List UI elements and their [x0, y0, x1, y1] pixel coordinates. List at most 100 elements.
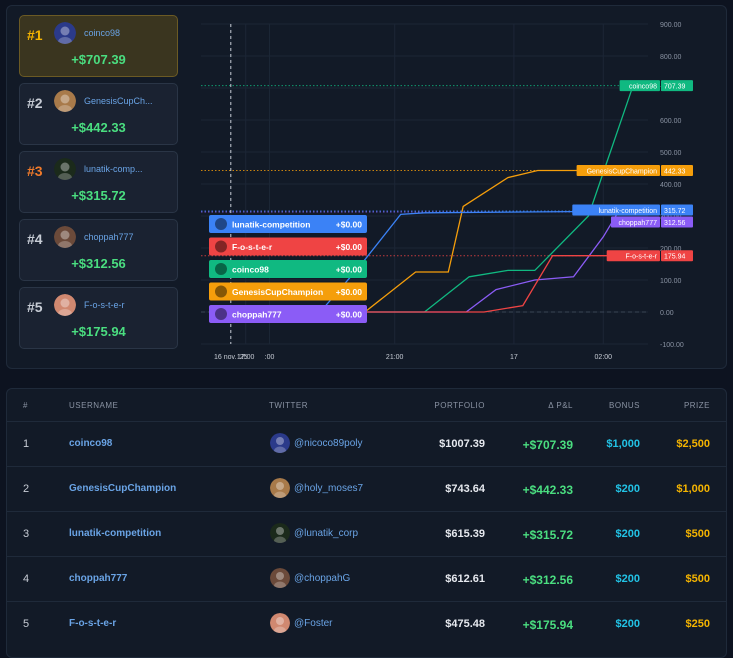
card-rank: #5	[27, 299, 43, 315]
row-username[interactable]: coinco98	[69, 438, 113, 449]
header-username: USERNAME	[69, 401, 119, 410]
header-bonus: BONUS	[609, 401, 640, 410]
series-end-label-value-bg	[661, 204, 693, 216]
row-username[interactable]: choppah777	[69, 573, 128, 584]
x-tick-label: 21:00	[386, 354, 404, 361]
tooltip-entry: lunatik-competition +$0.00	[209, 215, 367, 233]
twitter-avatar	[270, 613, 290, 633]
y-tick-label: 500.00	[660, 150, 682, 157]
card-pnl: +$315.72	[71, 188, 126, 203]
tooltip-entry-bg	[209, 305, 367, 323]
tooltip-entry: choppah777 +$0.00	[209, 305, 367, 323]
card-pnl: +$442.33	[71, 120, 126, 135]
row-twitter-handle[interactable]: @holy_moses7	[294, 483, 364, 494]
table-row[interactable]: 1 coinco98 @nicoco89poly $1007.39 +$707.39 $1…	[7, 421, 726, 466]
y-tick-label: 800.00	[660, 54, 682, 61]
series-end-label: GenesisCupChampion 442.33	[576, 164, 693, 176]
tooltip-name: choppah777	[232, 310, 282, 320]
pnl-chart[interactable]: 900.00800.00700.00600.00500.00400.00300.…	[193, 14, 723, 366]
row-rank: 2	[23, 483, 30, 495]
card-rank: #2	[27, 95, 43, 111]
avatar	[54, 226, 76, 248]
row-username[interactable]: lunatik-competition	[69, 528, 162, 539]
row-portfolio: $1007.39	[439, 438, 485, 450]
card-username[interactable]: lunatik-comp...	[84, 164, 143, 174]
card-pnl: +$312.56	[71, 256, 126, 271]
series-end-label-name: F-o-s-t-e-r	[626, 254, 658, 261]
row-twitter-handle[interactable]: @Foster	[294, 618, 333, 629]
series-end-label: coinco98 707.39	[619, 80, 693, 92]
header-pnl: Δ P&L	[548, 401, 573, 410]
card-rank: #1	[27, 27, 43, 43]
row-username[interactable]: GenesisCupChampion	[69, 483, 177, 494]
x-tick-label: 02:00	[595, 354, 613, 361]
card-username[interactable]: GenesisCupCh...	[84, 96, 153, 106]
series-end-label-value-bg	[661, 164, 693, 176]
row-portfolio: $615.39	[445, 528, 485, 540]
y-tick-label: -100.00	[660, 342, 684, 349]
y-tick-label: 600.00	[660, 118, 682, 125]
row-portfolio: $475.48	[445, 618, 485, 630]
avatar	[54, 294, 76, 316]
series-end-label-value: 315.72	[664, 208, 686, 215]
series-end-label-bg	[572, 204, 660, 216]
row-pnl: +$175.94	[522, 618, 573, 632]
row-pnl: +$315.72	[522, 528, 573, 542]
avatar	[54, 90, 76, 112]
card-username[interactable]: F-o-s-t-e-r	[84, 300, 125, 310]
row-pnl: +$442.33	[522, 483, 573, 497]
leaderboard-card[interactable]: #5 F-o-s-t-e-r +$175.94	[19, 287, 178, 349]
header-twitter: TWITTER	[269, 401, 309, 410]
series-line	[230, 255, 648, 313]
series-end-label-bg	[611, 216, 660, 228]
series-end-label: choppah777 312.56	[611, 216, 693, 228]
table-row[interactable]: 2 GenesisCupChampion @holy_moses7 $743.64 +$…	[7, 466, 726, 511]
tooltip-value: +$0.00	[336, 287, 363, 297]
card-pnl: +$175.94	[71, 324, 126, 339]
tooltip-entry-bg	[209, 215, 367, 233]
series-end-label-name: choppah777	[618, 220, 657, 227]
card-rank: #3	[27, 163, 43, 179]
tooltip-value: +$0.00	[336, 265, 363, 275]
row-twitter-handle[interactable]: @nicoco89poly	[294, 438, 363, 449]
leaderboard-panel: #1 coinco98 +$707.39 #2 GenesisCupCh... +$442…	[6, 5, 727, 369]
row-rank: 3	[23, 528, 30, 540]
header-prize: PRIZE	[683, 401, 710, 410]
pnl-chart-svg[interactable]: 900.00800.00700.00600.00500.00400.00300.…	[193, 14, 723, 366]
series-end-label-value: 175.94	[664, 254, 686, 261]
twitter-avatar	[270, 523, 290, 543]
series-end-label-value-bg	[661, 80, 693, 92]
series-end-label-value: 312.56	[664, 220, 686, 227]
header-rank: #	[23, 401, 28, 410]
row-prize: $1,000	[676, 483, 710, 495]
row-twitter-handle[interactable]: @lunatik_corp	[294, 528, 359, 539]
table-row[interactable]: 4 choppah777 @choppahG $612.61 +$312.56 $200 $…	[7, 556, 726, 601]
leaderboard-card[interactable]: #1 coinco98 +$707.39	[19, 15, 178, 77]
row-username[interactable]: F-o-s-t-e-r	[69, 618, 117, 629]
y-tick-label: 400.00	[660, 182, 682, 189]
twitter-avatar	[270, 478, 290, 498]
avatar	[54, 158, 76, 180]
row-portfolio: $743.64	[445, 483, 485, 495]
row-twitter-handle[interactable]: @choppahG	[294, 573, 351, 584]
row-prize: $500	[685, 573, 710, 585]
card-username[interactable]: coinco98	[84, 28, 121, 38]
tooltip-entry-bg	[209, 237, 367, 256]
table-row[interactable]: 5 F-o-s-t-e-r @Foster $475.48 +$175.94 $200 $2…	[7, 601, 726, 646]
row-pnl: +$312.56	[522, 573, 573, 587]
leaderboard-card[interactable]: #2 GenesisCupCh... +$442.33	[19, 83, 178, 145]
row-bonus: $200	[615, 573, 640, 585]
x-tick-label: 17:00	[237, 354, 255, 361]
leaderboard-card[interactable]: #3 lunatik-comp... +$315.72	[19, 151, 178, 213]
leaderboard-card[interactable]: #4 choppah777 +$312.56	[19, 219, 178, 281]
row-rank: 4	[23, 573, 30, 585]
card-rank: #4	[27, 231, 43, 247]
series-end-label-value-bg	[661, 250, 693, 262]
series-end-label-name: coinco98	[629, 84, 657, 91]
row-pnl: +$707.39	[522, 438, 573, 452]
table-row[interactable]: 3 lunatik-competition @lunatik_corp $615.39…	[7, 511, 726, 556]
tooltip-entry-bg	[209, 282, 367, 301]
tooltip-value: +$0.00	[336, 310, 363, 320]
tooltip-name: GenesisCupChampion	[232, 287, 323, 297]
card-username[interactable]: choppah777	[84, 232, 134, 242]
